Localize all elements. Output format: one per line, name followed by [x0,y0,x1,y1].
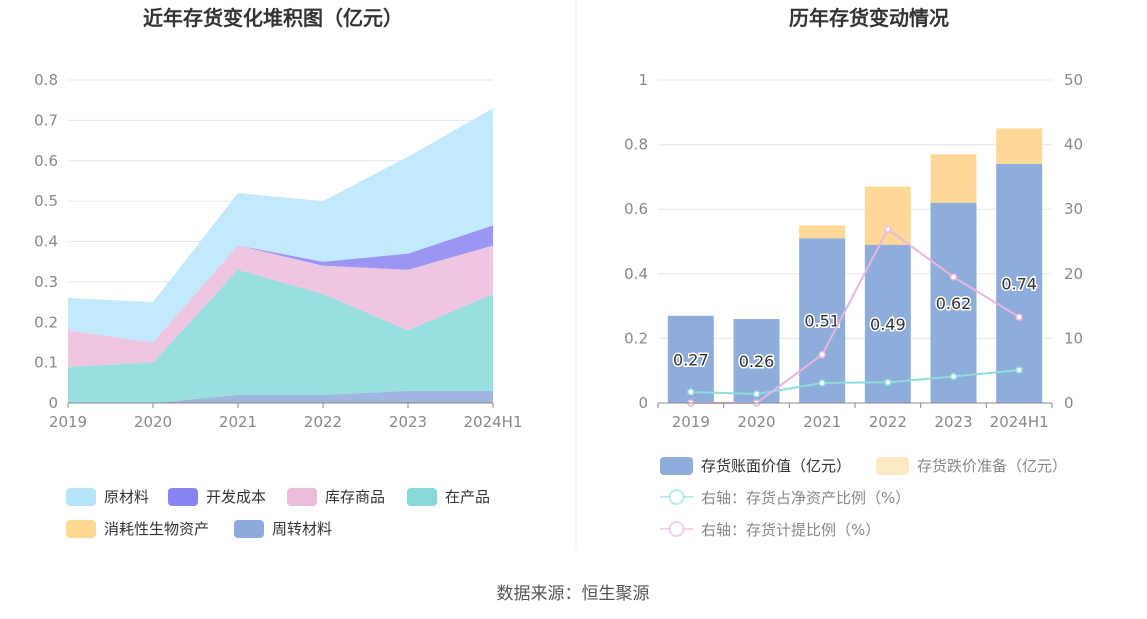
line-point [687,388,695,396]
right-x-tick-label: 2023 [934,413,972,431]
bar [930,154,977,203]
right-x-tick-label: 2019 [672,413,710,431]
right-legend: 存货账面价值（亿元） 存货跌价准备（亿元） 右轴：存货占净资产比例（%） 右轴：存货计… [660,457,1067,539]
left-x-tick-label: 2022 [304,413,342,431]
legend-line-marker [668,489,685,505]
bar-data-label: 0.27 [673,350,709,369]
legend-swatch [660,457,693,475]
bar-data-label: 0.51 [804,312,840,331]
area-series [68,108,493,343]
right-y2-tick-label: 50 [1064,71,1083,89]
bar-data-label: 0.26 [739,352,775,371]
bar-data-label: 0.62 [936,294,972,313]
left-area-series [68,108,493,403]
legend-swatch [876,457,909,475]
line-series [690,369,1020,396]
legend-label: 消耗性生物资产 [104,520,209,538]
right-y2-tick-label: 10 [1064,329,1083,347]
bar [996,128,1043,164]
left-x-tick-label: 2023 [389,413,427,431]
line-point [949,372,958,381]
line-point [884,225,892,233]
bar-data-label: 0.49 [870,315,906,334]
bar [799,238,846,403]
left-y-tick-label: 0.8 [34,71,58,89]
legend-line-marker [668,521,685,537]
legend-swatch [66,520,96,538]
left-y-tick-label: 0.4 [34,233,58,251]
bar [864,186,911,245]
left-x-tick-label: 2024H1 [464,413,523,431]
left-y-tick-label: 0.6 [34,152,58,170]
line-point [818,350,826,359]
right-y2-tick-label: 40 [1064,136,1083,154]
right-x-tick-label: 2024H1 [990,413,1049,431]
left-y-tick-label: 0.1 [34,354,58,372]
bar [996,163,1043,403]
left-x-tick-label: 2019 [49,413,87,431]
area-series [68,390,493,403]
area-series [68,269,493,403]
right-y-tick-label: 0.4 [624,265,648,283]
right-axes: 2019 2020 2021 2022 2023 2024H1 [657,402,1053,431]
bar-data-label: 0.74 [1001,274,1037,293]
right-y2-tick-label: 20 [1064,265,1083,283]
line-point [1015,366,1023,374]
left-x-tick-label: 2020 [134,413,172,431]
line-point [884,378,892,387]
area-series [68,245,493,367]
legend-label: 库存商品 [325,488,385,506]
bar [930,202,977,403]
left-axes: 2019 2020 2021 2022 2023 2024H1 [49,402,523,431]
left-y-tick-label: 0.2 [34,313,58,331]
left-y-tick-label: 0.7 [34,111,58,129]
right-y-tick-label: 0.8 [624,136,648,154]
right-y-tick-label: 1 [638,71,648,89]
legend-swatch [287,488,317,506]
left-y-tick-label: 0.5 [34,192,58,210]
left-chart-title: 近年存货变化堆积图（亿元） [143,6,403,30]
left-x-tick-label: 2021 [219,413,257,431]
right-y-tick-label: 0.6 [624,200,648,218]
left-y-tick-label: 0.3 [34,273,58,291]
legend-label: 开发成本 [206,488,266,506]
legend-label: 周转材料 [272,520,332,538]
right-y2-tick-label: 30 [1064,200,1083,218]
legend-swatch [168,488,198,506]
source-note: 数据来源：恒生聚源 [497,584,650,604]
legend-swatch [407,488,437,506]
legend-label: 存货账面价值（亿元） [701,457,851,475]
bar [864,244,911,403]
left-y-tick-label: 0 [48,394,58,412]
legend-label: 存货跌价准备（亿元） [917,457,1067,475]
line-point [752,390,761,398]
line-point [818,379,826,387]
right-chart-title: 历年存货变动情况 [789,6,949,30]
legend-label: 原材料 [104,488,149,506]
right-x-tick-label: 2021 [803,413,841,431]
right-x-tick-label: 2020 [737,413,775,431]
legend-label: 右轴：存货计提比例（%） [701,521,880,539]
stacked-area-chart: 近年存货变化堆积图（亿元） 00.10.20.30.40.50.60.70.8 … [34,6,523,538]
right-y-tick-label: 0.2 [624,329,648,347]
line-point [949,273,958,281]
line-point [1015,313,1023,321]
right-y2-tick-label: 0 [1064,394,1074,412]
right-bar-series: 0.27 0.26 0.51 0.49 0.62 0.74 [667,128,1043,403]
legend-swatch [234,520,264,538]
legend-label: 在产品 [445,488,490,506]
legend-label: 右轴：存货占净资产比例（%） [701,489,910,507]
right-y-tick-label: 0 [638,394,648,412]
bar [799,225,846,239]
legend-swatch [66,488,96,506]
bar [733,319,780,403]
right-x-tick-label: 2022 [869,413,907,431]
